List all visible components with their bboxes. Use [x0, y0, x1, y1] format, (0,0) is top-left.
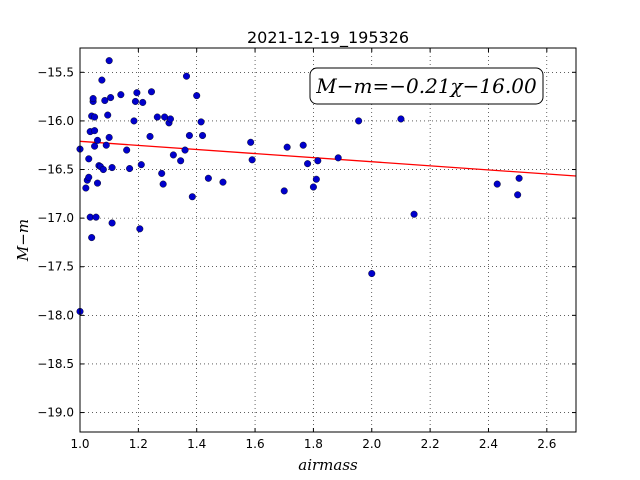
y-tick-label: −15.5: [37, 65, 74, 79]
x-tick-label: 1.8: [304, 437, 323, 451]
data-point: [515, 174, 523, 182]
y-tick-label: −18.0: [37, 308, 74, 322]
fit-line-layer: [79, 140, 577, 177]
data-point: [146, 132, 154, 140]
data-point: [314, 157, 322, 165]
y-axis-label: M−m: [14, 219, 32, 262]
data-point: [169, 151, 177, 159]
data-point: [158, 169, 166, 177]
fit-equation: M−m=−0.21χ−16.00: [315, 74, 537, 98]
x-tick-label: 1.0: [70, 437, 89, 451]
x-tick-label: 2.4: [479, 437, 498, 451]
data-point: [94, 136, 102, 144]
data-point: [166, 115, 174, 123]
data-point: [131, 97, 139, 105]
data-point: [397, 115, 405, 123]
data-point: [304, 160, 312, 168]
annotation-box: [309, 67, 544, 105]
data-point: [102, 141, 110, 149]
x-tick-label: 1.2: [129, 437, 148, 451]
data-point: [334, 154, 342, 162]
data-point: [161, 113, 169, 121]
data-point: [126, 165, 134, 173]
data-point: [283, 143, 291, 151]
data-point: [99, 166, 107, 174]
data-point: [139, 98, 147, 106]
data-point: [104, 111, 112, 119]
plot-frame: [79, 47, 577, 433]
data-point: [177, 157, 185, 165]
data-point: [199, 131, 207, 139]
data-point: [181, 146, 189, 154]
data-point: [108, 164, 116, 172]
data-point: [312, 175, 320, 183]
data-point: [137, 161, 145, 169]
x-tick-label: 1.4: [187, 437, 206, 451]
data-point: [91, 127, 99, 135]
data-point: [107, 94, 115, 102]
data-point: [219, 178, 227, 186]
y-tick-label: −18.5: [37, 357, 74, 371]
data-point: [188, 193, 196, 201]
data-point: [130, 117, 138, 125]
data-point: [94, 179, 102, 187]
data-point: [147, 88, 155, 96]
x-tick-label: 2.2: [421, 437, 440, 451]
data-point: [309, 183, 317, 191]
x-axis-label: airmass: [298, 456, 358, 474]
data-point: [117, 91, 125, 99]
data-point: [91, 142, 99, 150]
y-tick-label: −16.0: [37, 114, 74, 128]
data-point: [280, 187, 288, 195]
data-point: [136, 225, 144, 233]
y-tick-labels: −15.5 −16.0 −16.5 −17.0 −17.5 −18.0 −18.5 −19.0: [37, 65, 74, 419]
x-tick-label: 2.0: [362, 437, 381, 451]
data-point: [248, 156, 256, 164]
data-point: [85, 155, 93, 163]
chart-title: 2021-12-19_195326: [247, 28, 409, 48]
data-point: [493, 180, 501, 188]
data-point: [197, 118, 205, 126]
data-point: [105, 57, 113, 65]
x-tick-label: 1.6: [246, 437, 265, 451]
y-tick-label: −17.5: [37, 260, 74, 274]
data-point: [123, 146, 131, 154]
data-point: [108, 219, 116, 227]
data-point: [410, 210, 418, 218]
data-point: [185, 131, 193, 139]
data-point: [101, 96, 109, 104]
data-point: [133, 89, 141, 97]
data-point: [82, 184, 90, 192]
y-tick-label: −17.0: [37, 211, 74, 225]
data-point: [89, 95, 97, 103]
y-tick-label: −19.0: [37, 406, 74, 420]
data-point: [299, 141, 307, 149]
fit-line: [79, 140, 577, 177]
data-point: [247, 138, 255, 146]
data-point: [92, 213, 100, 221]
data-point: [514, 191, 522, 199]
data-point: [355, 117, 363, 125]
points-layer: [76, 57, 523, 315]
data-point: [204, 174, 212, 182]
data-point: [153, 113, 161, 121]
y-tick-label: −16.5: [37, 163, 74, 177]
data-point: [85, 173, 93, 181]
data-point: [91, 113, 99, 121]
data-point: [182, 72, 190, 80]
x-tick-labels: 1.0 1.2 1.4 1.6 1.8 2.0 2.2 2.4 2.6: [70, 437, 556, 451]
ticks: [79, 48, 576, 432]
data-point: [368, 270, 376, 278]
data-point: [98, 76, 106, 84]
data-point: [88, 234, 96, 242]
data-point: [86, 213, 94, 221]
data-point: [193, 92, 201, 100]
data-point: [105, 133, 113, 141]
x-tick-label: 2.6: [537, 437, 556, 451]
data-point: [159, 180, 167, 188]
